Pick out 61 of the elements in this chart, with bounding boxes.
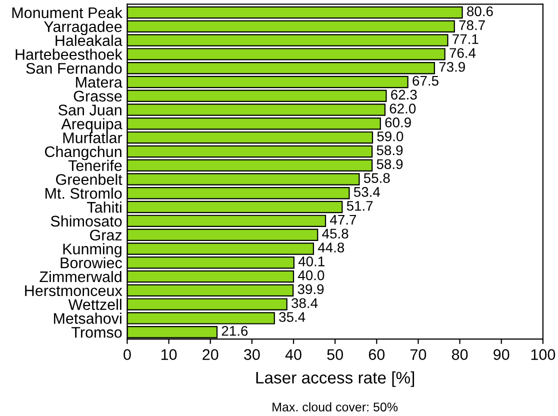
data-label: 77.1 — [452, 34, 478, 44]
data-label: 58.9 — [376, 159, 403, 170]
data-label: 59.0 — [377, 131, 404, 142]
data-label: 21.6 — [222, 326, 248, 336]
x-tick-label: 0 — [124, 349, 131, 360]
data-label: 60.9 — [385, 118, 411, 128]
y-tick-label: Tromso — [72, 327, 122, 338]
y-tick-label: Yarragadee — [44, 20, 122, 36]
data-label: 38.4 — [292, 298, 318, 308]
y-tick-label: Greenbelt — [56, 174, 122, 185]
data-label: 51.7 — [346, 201, 373, 211]
y-tick-label: Hartebeesthoek — [16, 48, 122, 60]
x-axis-title: Laser access rate [%] — [256, 371, 414, 387]
y-tick-label: Mt. Stromlo — [46, 188, 122, 199]
data-label: 76.4 — [450, 48, 476, 58]
x-tick-label: 60 — [368, 349, 385, 360]
x-tick-label: 100 — [531, 349, 556, 360]
data-label: 47.7 — [330, 214, 356, 225]
x-tick-label: 30 — [244, 349, 260, 360]
x-tick-label: 70 — [410, 349, 426, 360]
data-label: 40.1 — [298, 256, 324, 266]
data-label: 62.3 — [391, 90, 417, 100]
x-tick-label: 50 — [327, 349, 343, 360]
y-tick-label: Zimmerwald — [40, 270, 122, 282]
data-label: 55.8 — [364, 173, 390, 183]
y-tick-label: Kunming — [63, 243, 122, 258]
text: Max. cloud cover: 50% — [272, 402, 398, 412]
y-tick-label: Haleakala — [56, 34, 122, 46]
x-tick-label: 10 — [161, 349, 177, 360]
data-label: 40.0 — [298, 270, 324, 280]
y-tick-label: Wettzell — [68, 298, 122, 310]
y-tick-label: Tenerife — [68, 160, 122, 172]
y-tick-label: San Fernando — [26, 62, 122, 74]
data-label: 35.4 — [279, 312, 306, 322]
x-tick-label: 40 — [285, 349, 302, 360]
y-tick-label: Metsahovi — [54, 312, 122, 324]
data-label: 44.8 — [318, 242, 344, 252]
x-tick-label: 20 — [202, 349, 218, 360]
y-tick-label: Monument Peak — [12, 6, 122, 18]
y-tick-label: Graz — [90, 230, 122, 241]
y-tick-label: Grasse — [74, 90, 122, 102]
data-label: 73.9 — [439, 62, 465, 72]
x-tick-label: 90 — [494, 349, 510, 360]
data-label: 62.0 — [390, 104, 416, 114]
data-label: 39.9 — [298, 284, 324, 294]
y-tick-label: Herstmonceux — [25, 285, 122, 296]
x-tick-label: 80 — [452, 349, 468, 360]
y-tick-label: Murfatlar — [63, 132, 122, 144]
y-tick-label: Arequipa — [61, 118, 122, 132]
y-tick-label: Shimosato — [50, 215, 122, 227]
data-label: 58.9 — [376, 145, 403, 156]
data-label: 78.7 — [459, 20, 485, 30]
y-tick-label: Borowiec — [60, 257, 122, 268]
y-tick-label: San Juan — [58, 104, 122, 116]
y-tick-label: Tahiti — [87, 202, 122, 213]
y-tick-label: Changchun — [44, 146, 122, 160]
data-label: 53.4 — [354, 187, 380, 197]
y-tick-label: Matera — [76, 77, 122, 88]
data-label: 67.5 — [412, 76, 438, 86]
data-label: 45.8 — [322, 228, 348, 239]
data-label: 80.6 — [467, 6, 493, 16]
